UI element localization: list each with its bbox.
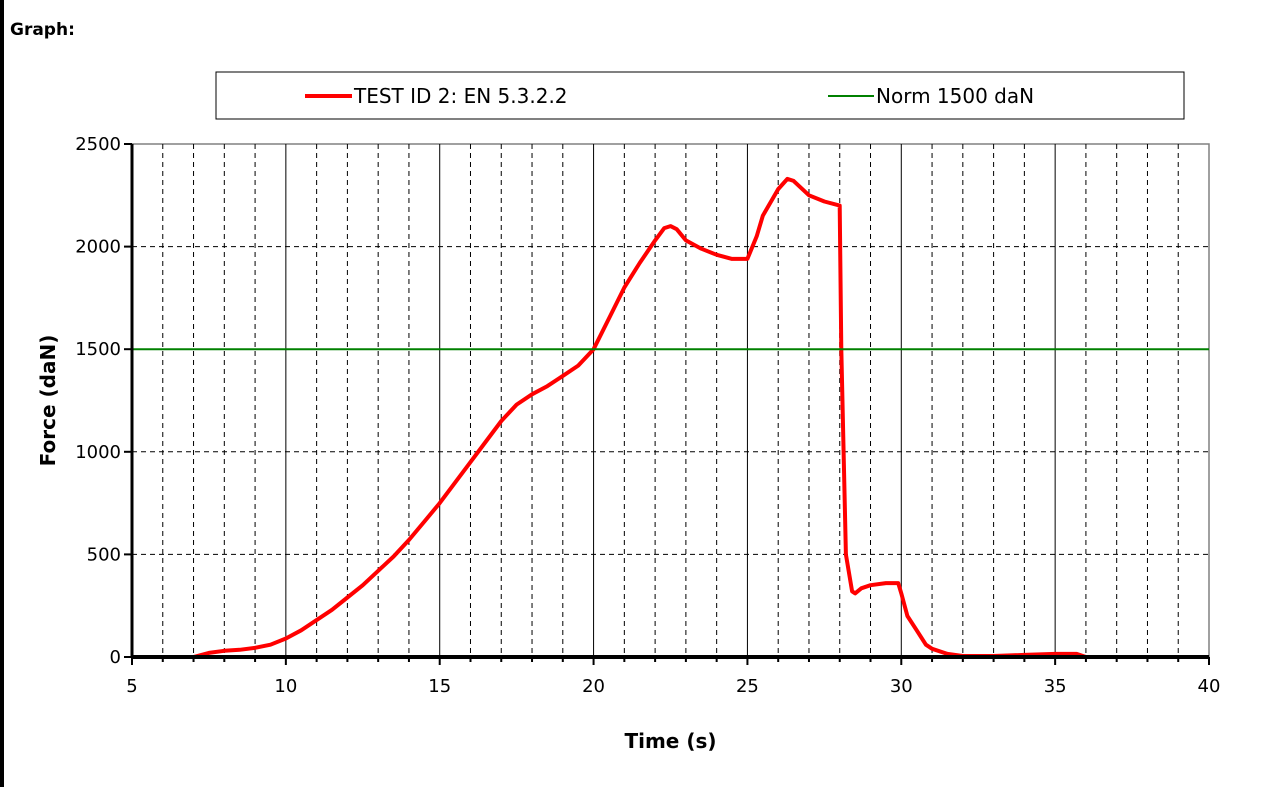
y-tick-label: 2000 (75, 237, 121, 258)
x-tick-label: 25 (736, 676, 759, 697)
labels-layer: 5 10 15 20 25 30 35 40 0 500 1000 1500 2000 2500 Time … (36, 134, 1220, 753)
y-tick-label: 1000 (75, 442, 121, 463)
grid-layer (131, 143, 1210, 658)
y-tick-label: 0 (110, 647, 121, 668)
y-tick-label: 1500 (75, 339, 121, 360)
series-line-test (132, 176, 1148, 659)
x-tick-label: 5 (126, 676, 137, 697)
legend-box (215, 71, 1185, 120)
x-tick-label: 15 (428, 676, 451, 697)
legend-label: Norm 1500 daN (876, 84, 1034, 108)
section-label: Graph: (10, 20, 75, 40)
y-tick-label: 500 (87, 544, 121, 565)
x-tick-label: 40 (1198, 676, 1221, 697)
series-layer (132, 176, 1209, 659)
x-axis-title: Time (s) (624, 729, 716, 753)
y-axis-title: Force (daN) (36, 335, 60, 467)
plot-area (131, 143, 1210, 658)
x-tick-label: 35 (1044, 676, 1067, 697)
x-tick-label: 30 (890, 676, 913, 697)
x-tick-label: 10 (274, 676, 297, 697)
legend: TEST ID 2: EN 5.3.2.2 Norm 1500 daN (215, 71, 1185, 120)
y-tick-label: 2500 (75, 134, 121, 155)
legend-label: TEST ID 2: EN 5.3.2.2 (353, 84, 568, 108)
left-border (0, 0, 4, 787)
axes-layer (124, 143, 1210, 665)
x-tick-label: 20 (582, 676, 605, 697)
